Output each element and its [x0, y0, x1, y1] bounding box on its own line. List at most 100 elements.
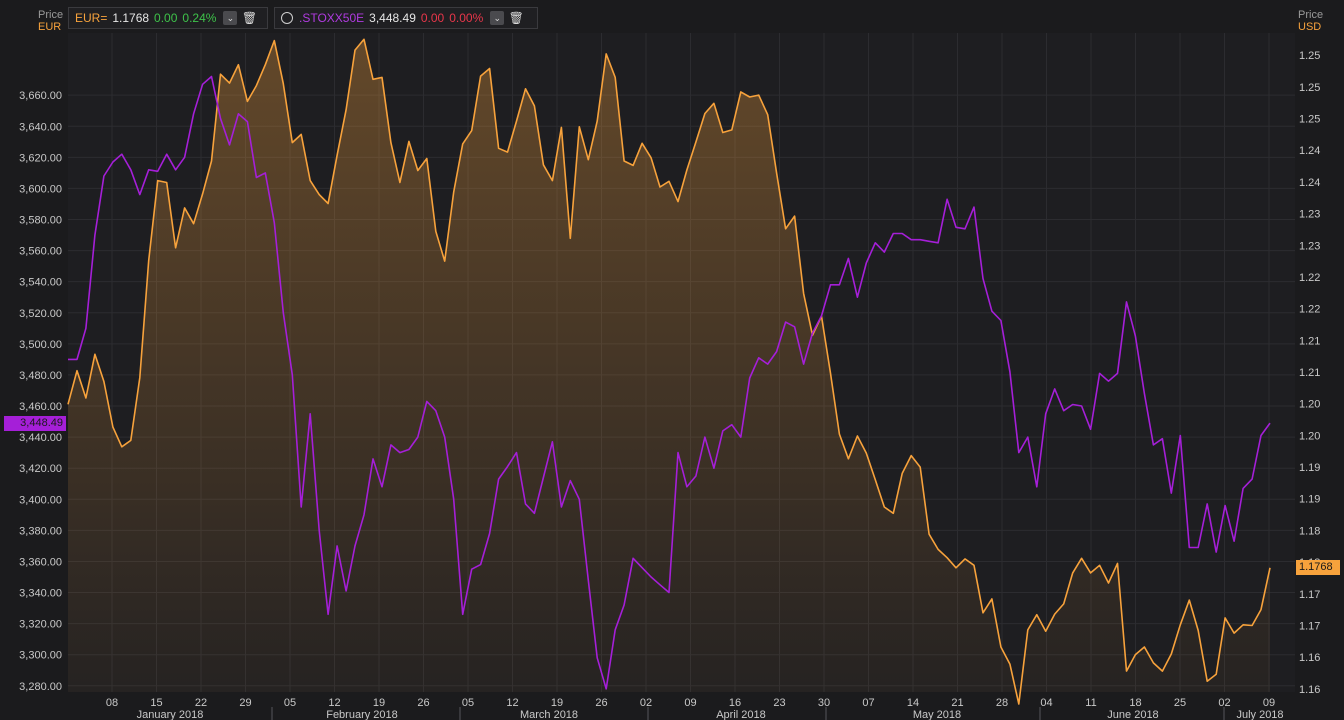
x-month-label: July 2018 [1236, 709, 1283, 720]
stoxx-point [1117, 373, 1118, 374]
eur-point [1090, 572, 1091, 573]
stoxx-point [973, 206, 974, 207]
right-axis-title: Price USD [1298, 9, 1323, 33]
eur-point [839, 434, 840, 435]
left-tick-label: 3,380.00 [19, 525, 62, 537]
eur-point [1162, 670, 1163, 671]
eur-point [76, 370, 77, 371]
eur-point [1063, 603, 1064, 604]
right-tick-label: 1.25 [1299, 50, 1320, 62]
eur-point [390, 142, 391, 143]
eur-point [462, 143, 463, 144]
right-tick-label: 1.20 [1299, 430, 1320, 442]
stoxx-point [444, 437, 445, 438]
stoxx-point [1045, 413, 1046, 414]
eur-last-price: 1.1768 [112, 11, 150, 25]
left-axis-ticks: 3,280.00 3,300.00 3,320.00 3,340.00 3,360.00… [19, 90, 62, 693]
right-tick-label: 1.22 [1299, 304, 1320, 316]
eur-point [1269, 567, 1270, 568]
stoxx-point [749, 377, 750, 378]
stoxx-point [1054, 388, 1055, 389]
eur-point [875, 479, 876, 480]
stoxx-point [1000, 320, 1001, 321]
stoxx-point [991, 311, 992, 312]
stoxx-point [328, 614, 329, 615]
stoxx-point [812, 332, 813, 333]
x-day-label: 23 [773, 697, 785, 709]
x-day-label: 25 [1174, 697, 1186, 709]
eur-point [1216, 674, 1217, 675]
stoxx-point [982, 278, 983, 279]
legend-stoxx[interactable]: .STOXX50E 3,448.49 0.00 0.00% ⌄ 🗑 [274, 7, 538, 29]
stoxx-point [866, 262, 867, 263]
stoxx-point [543, 477, 544, 478]
eur-point [633, 165, 634, 166]
eur-point [1054, 613, 1055, 614]
eur-point [704, 113, 705, 114]
stoxx-chevron-down-icon[interactable]: ⌄ [490, 11, 505, 25]
stoxx-point [525, 503, 526, 504]
eur-point [345, 109, 346, 110]
stoxx-point [579, 499, 580, 500]
left-tick-label: 3,500.00 [19, 339, 62, 351]
right-tick-label: 1.25 [1299, 82, 1320, 94]
stoxx-point [157, 171, 158, 172]
right-tick-label: 1.22 [1299, 272, 1320, 284]
stoxx-point [570, 480, 571, 481]
eur-chevron-down-icon[interactable]: ⌄ [223, 11, 238, 25]
eur-point [453, 191, 454, 192]
eur-point [1117, 563, 1118, 564]
eur-point [1225, 617, 1226, 618]
right-tick-label: 1.21 [1299, 335, 1320, 347]
eur-point [893, 513, 894, 514]
eur-point [731, 129, 732, 130]
stoxx-point [677, 452, 678, 453]
eur-point [130, 440, 131, 441]
stoxx-point [964, 228, 965, 229]
stoxx-point [229, 144, 230, 145]
stoxx-point [1269, 423, 1270, 424]
stoxx-point [103, 175, 104, 176]
eur-series-line[interactable] [67, 38, 1271, 705]
right-tick-label: 1.16 [1299, 684, 1320, 696]
eur-point [319, 194, 320, 195]
eur-point [211, 160, 212, 161]
stoxx-point [202, 84, 203, 85]
eur-trash-icon[interactable]: 🗑 [241, 11, 258, 25]
right-tick-label: 1.25 [1299, 114, 1320, 126]
eur-point [686, 169, 687, 170]
eur-point [175, 247, 176, 248]
eur-point [103, 381, 104, 382]
stoxx-point [686, 486, 687, 487]
stoxx-point [731, 424, 732, 425]
right-tick-label: 1.17 [1299, 620, 1320, 632]
stoxx-trash-icon[interactable]: 🗑 [508, 11, 524, 25]
stoxx-point [1036, 486, 1037, 487]
eur-point [67, 404, 68, 405]
x-day-label: 22 [195, 697, 207, 709]
left-tick-label: 3,300.00 [19, 650, 62, 662]
eur-point [615, 77, 616, 78]
stoxx-point [507, 466, 508, 467]
stoxx-point [722, 430, 723, 431]
stoxx-series-line[interactable] [68, 75, 1271, 690]
stoxx-point [453, 499, 454, 500]
stoxx-point [758, 357, 759, 358]
stoxx-point [695, 475, 696, 476]
x-day-label: 19 [551, 697, 563, 709]
stoxx-point [247, 121, 248, 122]
eur-point [328, 203, 329, 204]
eur-point [1153, 662, 1154, 663]
x-day-label: 12 [506, 697, 518, 709]
stoxx-point [893, 233, 894, 234]
stoxx-point [1099, 373, 1100, 374]
stoxx-point [1063, 410, 1064, 411]
stoxx-point [704, 437, 705, 438]
eur-point [166, 182, 167, 183]
eur-point [677, 201, 678, 202]
legend-eur[interactable]: EUR= 1.1768 0.00 0.24% ⌄ 🗑 [68, 7, 268, 29]
stoxx-point [130, 169, 131, 170]
left-tick-label: 3,340.00 [19, 588, 62, 600]
eur-point [381, 77, 382, 78]
right-axis-ticks: 1.161.161.171.171.181.181.191.191.201.20… [1299, 50, 1320, 696]
